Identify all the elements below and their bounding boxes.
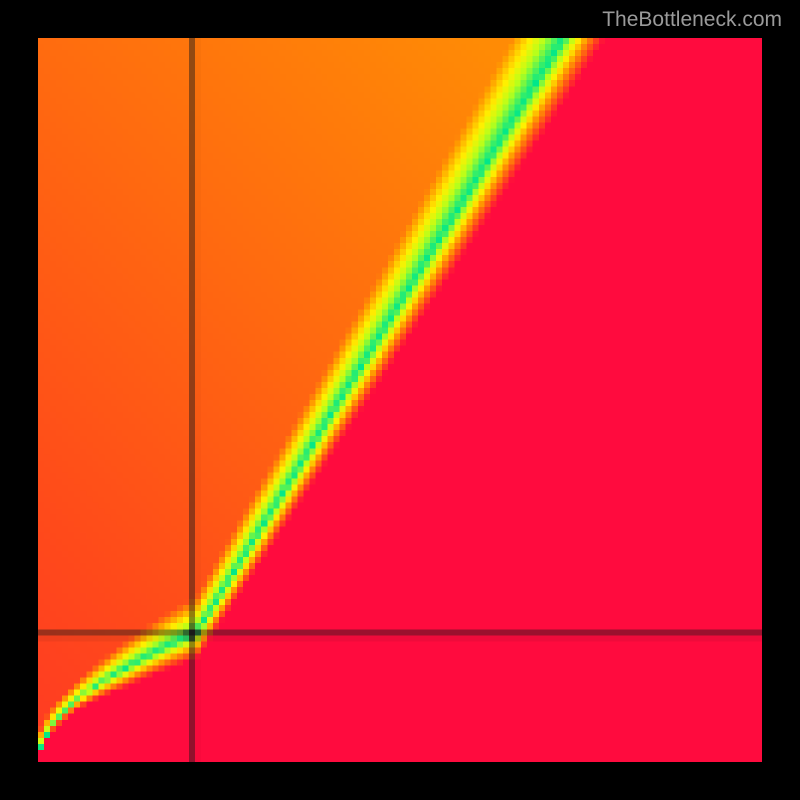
bottleneck-heatmap — [38, 38, 762, 762]
heatmap-canvas — [38, 38, 762, 762]
watermark-label: TheBottleneck.com — [602, 8, 782, 32]
